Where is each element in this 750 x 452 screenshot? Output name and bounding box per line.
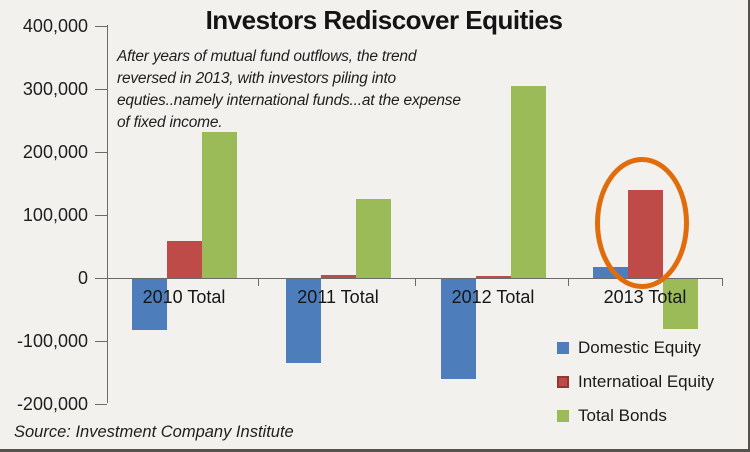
annotation-line: After years of mutual fund outflows, the…	[117, 48, 417, 65]
x-axis-tick-mark	[568, 278, 569, 286]
chart-title: Investors Rediscover Equities	[205, 5, 563, 35]
legend-item: Total Bonds	[557, 404, 667, 428]
x-axis-tick-mark	[722, 278, 723, 286]
bar-2010-domestic-equity	[132, 279, 167, 330]
x-axis-tick-mark	[258, 278, 259, 286]
y-axis-tick-label: 100,000	[22, 205, 88, 225]
category-label: 2010 Total	[142, 287, 226, 307]
legend-swatch-icon	[557, 410, 569, 422]
image-bottom-edge	[0, 449, 750, 452]
y-axis-tick-mark	[95, 404, 107, 405]
bar-2012-total-bonds	[511, 86, 546, 278]
bar-2011-total-bonds	[356, 199, 391, 278]
source-note: Source: Investment Company Institute	[14, 423, 294, 441]
legend-item: Domestic Equity	[557, 336, 701, 360]
y-axis-tick-mark	[95, 26, 107, 27]
legend-label: Domestic Equity	[578, 338, 701, 357]
y-axis-tick-mark	[95, 215, 107, 216]
y-axis-tick-label: 400,000	[22, 16, 88, 36]
legend-item: Internatioal Equity	[557, 370, 714, 394]
highlight-ellipse-annotation	[595, 157, 689, 289]
y-axis-tick-mark	[95, 341, 107, 342]
annotation-line: equties..namely international funds...at…	[117, 92, 461, 109]
y-axis-tick-mark	[95, 152, 107, 153]
bar-2010-internatioal-equity	[167, 241, 202, 278]
category-label: 2011 Total	[297, 287, 379, 307]
y-axis-tick-mark	[95, 89, 107, 90]
y-axis-tick-label: 300,000	[22, 79, 88, 99]
annotation-line: of fixed income.	[117, 114, 223, 131]
category-label: 2013 Total	[603, 287, 687, 307]
y-axis-tick-label: -100,000	[16, 331, 88, 351]
annotation-line: reversed in 2013, with investors piling …	[117, 70, 396, 87]
y-axis-line	[107, 25, 108, 403]
y-axis-tick-mark	[95, 278, 107, 279]
image-right-edge	[748, 0, 750, 452]
y-axis-tick-label: 0	[77, 268, 88, 288]
legend-swatch-icon	[557, 376, 569, 388]
y-axis-tick-label: -200,000	[16, 394, 88, 414]
bar-2011-internatioal-equity	[321, 275, 356, 278]
category-label: 2012 Total	[451, 287, 535, 307]
bar-2013-total-bonds	[663, 279, 698, 329]
legend-swatch-icon	[557, 342, 569, 354]
bar-2011-domestic-equity	[286, 279, 321, 363]
legend-label: Internatioal Equity	[578, 372, 715, 391]
bar-2010-total-bonds	[202, 132, 237, 278]
annotation-text: After years of mutual fund outflows, the…	[117, 46, 461, 134]
bar-2012-domestic-equity	[441, 279, 476, 379]
x-axis-tick-mark	[415, 278, 416, 286]
bar-2012-internatioal-equity	[476, 276, 511, 278]
legend-label: Total Bonds	[578, 406, 667, 425]
y-axis-tick-label: 200,000	[22, 142, 88, 162]
